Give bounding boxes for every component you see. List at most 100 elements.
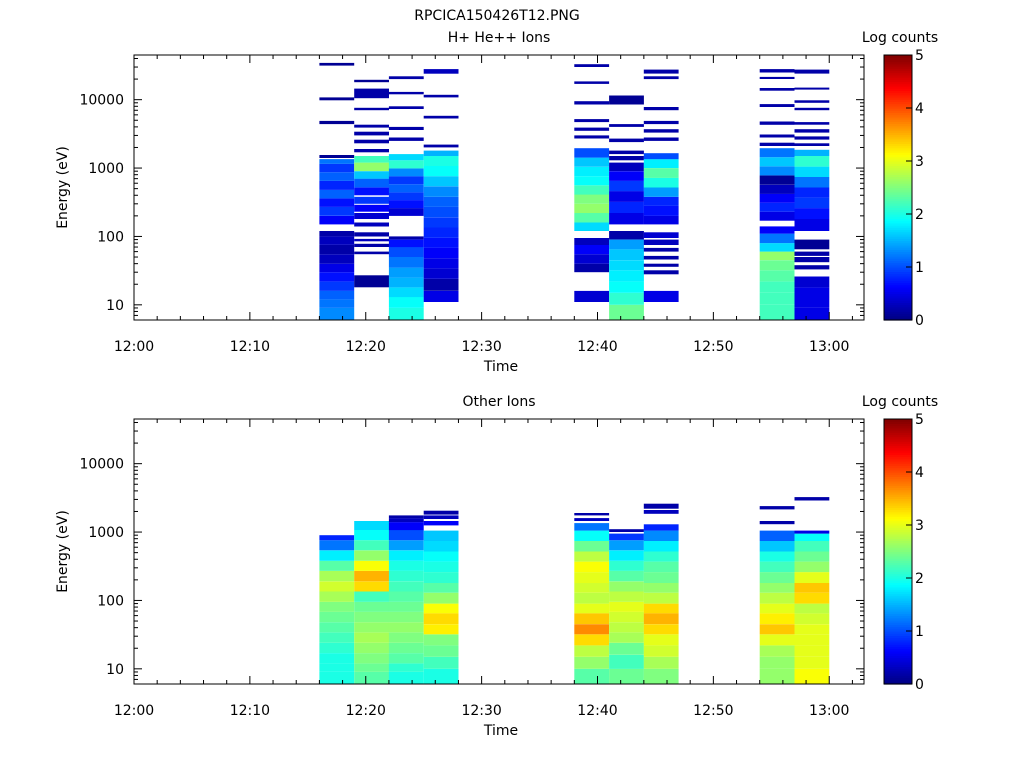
heatmap-cell (574, 513, 610, 516)
heatmap-cell (759, 541, 795, 552)
colorbar-swatch (884, 114, 912, 118)
colorbar-swatch (884, 154, 912, 158)
colorbar-swatch (884, 187, 912, 191)
colorbar-swatch (884, 677, 912, 681)
heatmap-cell (794, 87, 830, 90)
heatmap-cell (609, 560, 644, 571)
heatmap-cell (388, 663, 424, 672)
heatmap-cell (423, 144, 459, 148)
heatmap-cell (319, 198, 355, 207)
colorbar-swatch (884, 300, 912, 303)
heatmap-cell (319, 570, 355, 582)
colorbar-swatch (884, 427, 912, 431)
heatmap-cell (574, 518, 610, 521)
heatmap-cell (643, 603, 679, 614)
colorbar-swatch (884, 90, 912, 94)
heatmap-cell (319, 62, 355, 66)
heatmap-cell (423, 217, 459, 228)
heatmap-cell (354, 251, 389, 255)
heatmap-cell (388, 602, 424, 612)
colorbar-swatch (884, 163, 912, 167)
y-tick-label: 100 (97, 593, 124, 609)
panel-2: Other Ions 12:00 12:10 12:20 12:30 12:40 12:50… (55, 394, 938, 739)
colorbar-swatch (884, 655, 912, 659)
heatmap-cell (609, 540, 644, 551)
colorbar-swatch (884, 531, 912, 535)
colorbar-swatch (884, 141, 912, 144)
colorbar-swatch (884, 635, 912, 639)
heatmap-cell (354, 602, 389, 612)
y-tick-label: 10 (106, 662, 124, 678)
heatmap-cell (794, 603, 830, 614)
heatmap-cell (609, 581, 644, 592)
heatmap-cell (388, 277, 424, 288)
colorbar-swatch (884, 591, 912, 595)
colorbar-swatch (884, 81, 912, 85)
heatmap-cell (574, 572, 610, 583)
heatmap-cell (574, 263, 610, 273)
colorbar-swatch (884, 650, 912, 654)
colorbar-swatch (884, 586, 912, 590)
colorbar-swatch (884, 214, 912, 217)
heatmap-cell (354, 632, 389, 643)
heatmap-cell (643, 572, 679, 583)
colorbar-swatch (884, 438, 912, 442)
heatmap-cell (388, 581, 424, 592)
heatmap-cell (354, 642, 389, 653)
heatmap-cell (643, 613, 679, 625)
heatmap-cell (574, 119, 610, 123)
heatmap-cell (574, 624, 610, 635)
colorbar-swatch (884, 275, 912, 279)
heatmap-cell (794, 136, 830, 140)
heatmap-cell (319, 581, 355, 592)
y-tick-label: 10000 (79, 93, 124, 109)
heatmap-cell (354, 530, 389, 541)
heatmap-cell (794, 197, 830, 209)
colorbar-swatch (884, 456, 912, 460)
colorbar-swatch (884, 68, 912, 72)
colorbar-swatch (884, 646, 912, 650)
colorbar-tick-label: 2 (915, 571, 924, 587)
heatmap-cell (643, 153, 679, 160)
heatmap-cell (574, 238, 610, 245)
heatmap-cell (388, 653, 424, 664)
heatmap-cell (388, 160, 424, 169)
colorbar-swatch (884, 467, 912, 471)
heatmap-cell (609, 570, 644, 582)
heatmap-cell (354, 131, 389, 136)
heatmap-cell (319, 263, 355, 273)
heatmap-cell (319, 206, 355, 216)
heatmap-cell (423, 634, 459, 646)
heatmap-cell (388, 257, 424, 268)
colorbar-swatch (884, 664, 912, 667)
heatmap-cell (423, 247, 459, 259)
colorbar-swatch (884, 558, 912, 561)
heatmap-cell (354, 275, 389, 288)
colorbar-swatch (884, 611, 912, 614)
heatmap-cell (574, 101, 610, 105)
colorbar-swatch (884, 66, 912, 69)
colorbar-swatch (884, 297, 912, 301)
colorbar-swatch (884, 628, 912, 632)
heatmap-cell (794, 69, 830, 74)
plot-frame (133, 54, 865, 321)
x-tick-label: 12:00 (114, 703, 154, 719)
colorbar-swatch (884, 227, 912, 231)
heatmap-cell (388, 91, 424, 95)
heatmap-cell (759, 645, 795, 657)
colorbar-swatch (884, 225, 912, 228)
heatmap-cell (354, 88, 389, 99)
heatmap-cell (388, 287, 424, 298)
heatmap-cell (643, 255, 679, 260)
heatmap-cell (643, 634, 679, 646)
heatmap-cell (319, 653, 355, 664)
colorbar-swatch (884, 553, 912, 557)
colorbar-swatch (884, 57, 912, 61)
colorbar-swatch (884, 85, 912, 89)
spectrogram-cells (319, 497, 830, 684)
colorbar-swatch (884, 544, 912, 548)
heatmap-cell (388, 515, 424, 519)
heatmap-cell (794, 634, 830, 646)
heatmap-cell (319, 611, 355, 623)
heatmap-cell (643, 551, 679, 562)
